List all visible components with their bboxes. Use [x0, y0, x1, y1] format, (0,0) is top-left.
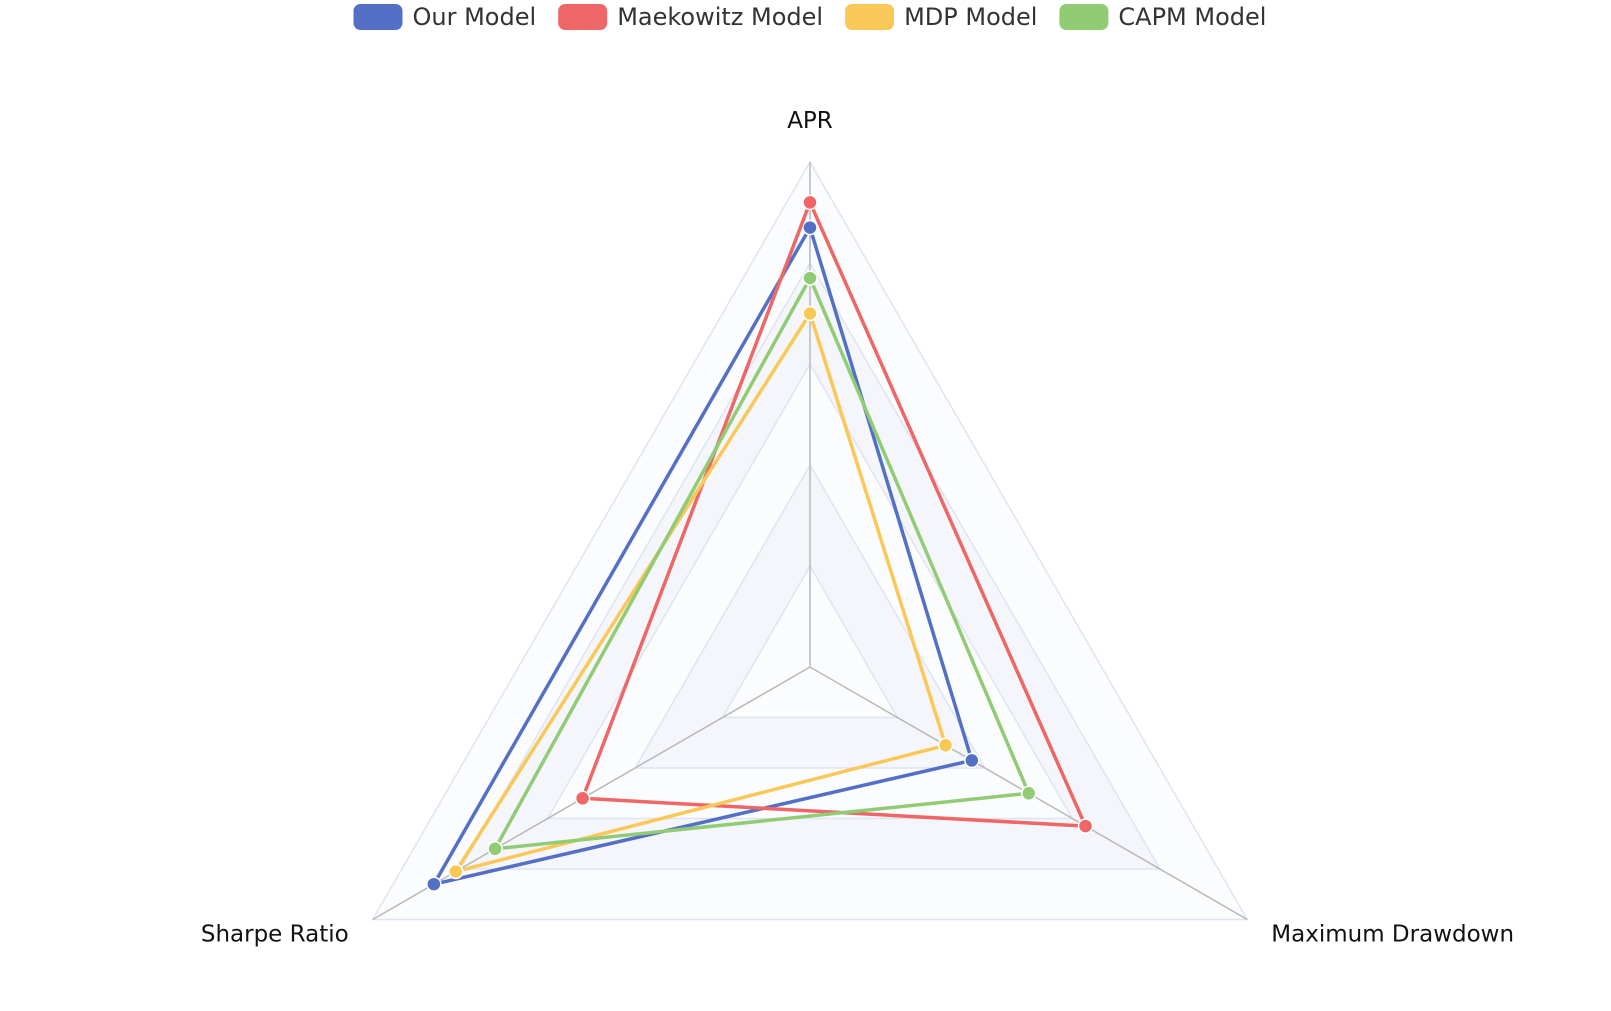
axis-line-sharpe-ratio: [372, 666, 811, 921]
data-point-mdp-model-apr[interactable]: [802, 305, 818, 322]
split-line-5: [371, 160, 1249, 921]
radar-series: [426, 194, 1094, 892]
data-point-mdp-model-sharpe-ratio[interactable]: [448, 863, 464, 880]
axis-label-sharpe-ratio: Sharpe Ratio: [201, 922, 349, 948]
legend-label-capm-model: CAPM Model: [1118, 3, 1266, 31]
split-area-5: [372, 162, 1248, 920]
split-line-4: [458, 261, 1162, 870]
data-point-maekowitz-model-apr[interactable]: [802, 194, 818, 211]
data-point-capm-model-maximum-drawdown[interactable]: [1020, 785, 1037, 802]
series-line-our-model[interactable]: [432, 225, 974, 886]
legend-swatch-our-model: [353, 4, 403, 30]
data-point-mdp-model-maximum-drawdown[interactable]: [937, 737, 954, 754]
legend-swatch-capm-model: [1059, 4, 1109, 30]
data-point-our-model-apr[interactable]: [802, 219, 818, 236]
split-line-1: [721, 564, 899, 719]
data-point-capm-model-apr[interactable]: [802, 270, 818, 286]
series-capm-model[interactable]: [487, 270, 1037, 857]
legend-item-maekowitz-model[interactable]: Maekowitz Model: [558, 3, 823, 31]
split-line-2: [633, 463, 987, 769]
axis-label-apr: APR: [787, 108, 833, 134]
legend: Our Model Maekowitz Model MDP Model CAPM Mo…: [353, 3, 1266, 31]
series-line-mdp-model[interactable]: [454, 311, 948, 874]
legend-label-mdp-model: MDP Model: [904, 3, 1037, 31]
split-area-2: [635, 465, 985, 768]
legend-swatch-mdp-model: [845, 4, 895, 30]
legend-item-our-model[interactable]: Our Model: [353, 3, 537, 31]
series-line-capm-model[interactable]: [493, 276, 1031, 851]
axis-labels: APR Maximum Drawdown Sharpe Ratio: [201, 108, 1514, 948]
legend-item-capm-model[interactable]: CAPM Model: [1059, 3, 1266, 31]
data-point-capm-model-sharpe-ratio[interactable]: [487, 841, 503, 857]
series-mdp-model[interactable]: [448, 305, 954, 880]
data-point-our-model-sharpe-ratio[interactable]: [426, 876, 442, 892]
legend-label-maekowitz-model: Maekowitz Model: [617, 3, 823, 31]
series-our-model[interactable]: [426, 219, 980, 892]
data-point-maekowitz-model-sharpe-ratio[interactable]: [574, 790, 591, 807]
legend-label-our-model: Our Model: [413, 3, 537, 31]
split-area-4: [460, 263, 1160, 869]
data-point-our-model-maximum-drawdown[interactable]: [964, 752, 980, 769]
axis-label-maximum-drawdown: Maximum Drawdown: [1271, 922, 1514, 948]
data-point-maekowitz-model-maximum-drawdown[interactable]: [1077, 818, 1094, 834]
legend-swatch-maekowitz-model: [558, 4, 608, 30]
legend-item-mdp-model[interactable]: MDP Model: [845, 3, 1037, 31]
